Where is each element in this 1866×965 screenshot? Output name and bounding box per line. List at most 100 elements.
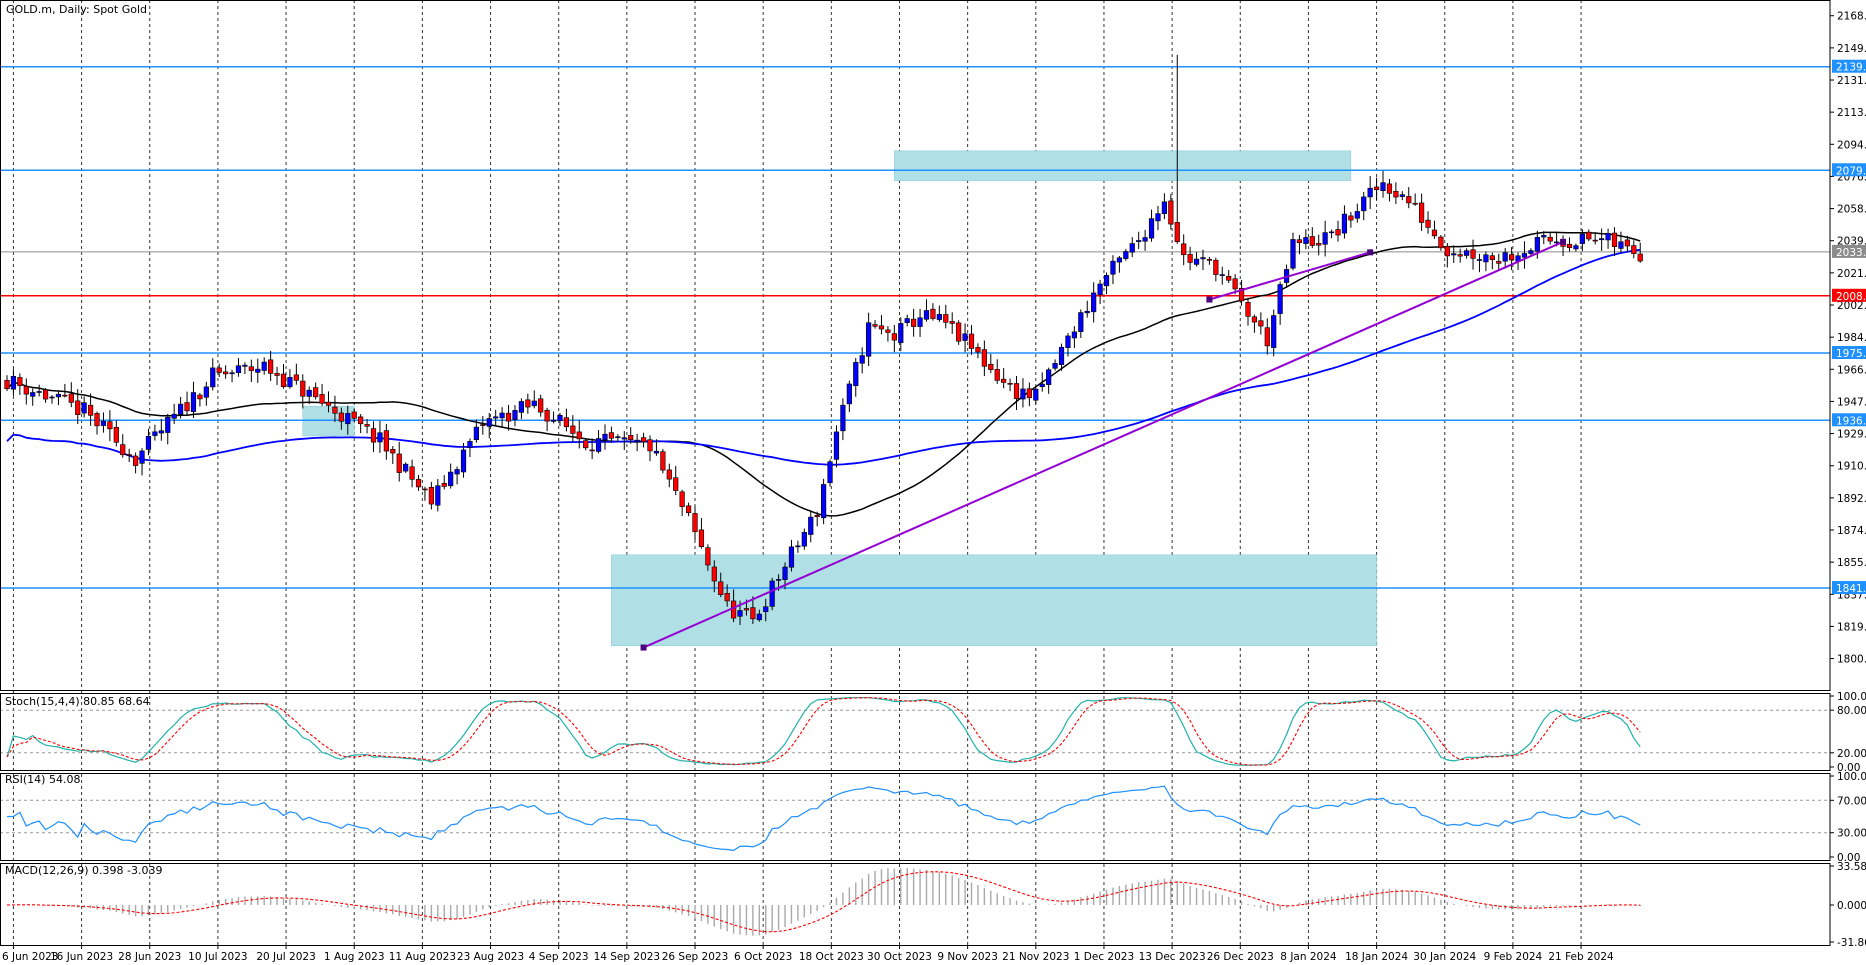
macd-signal-line bbox=[6, 871, 1641, 933]
candle bbox=[981, 340, 987, 377]
candle bbox=[988, 353, 994, 374]
candle bbox=[1039, 372, 1045, 392]
candle bbox=[351, 408, 357, 423]
price-tick-label: 2131.53 bbox=[1837, 75, 1866, 87]
candle bbox=[1181, 234, 1187, 266]
candle bbox=[1425, 211, 1431, 234]
trendline-anchor bbox=[1206, 296, 1213, 303]
candle bbox=[821, 478, 827, 525]
candle bbox=[190, 381, 197, 419]
candle bbox=[1373, 177, 1380, 201]
candle bbox=[216, 363, 222, 378]
candle bbox=[107, 410, 113, 442]
candle bbox=[943, 304, 949, 329]
candle bbox=[975, 343, 981, 359]
candle bbox=[698, 518, 705, 549]
candle bbox=[377, 420, 383, 453]
candle bbox=[332, 395, 338, 422]
candle bbox=[570, 415, 576, 443]
candle bbox=[1078, 309, 1084, 338]
date-tick-label: 20 Jul 2023 bbox=[256, 951, 315, 963]
stochastic-tick-label: 100.00 bbox=[1837, 691, 1866, 703]
candle bbox=[1605, 228, 1611, 249]
candle bbox=[370, 421, 377, 453]
candle bbox=[679, 489, 685, 516]
candle bbox=[576, 420, 582, 449]
candle bbox=[499, 407, 505, 428]
candle bbox=[1354, 203, 1360, 223]
candle bbox=[358, 414, 364, 434]
candle bbox=[486, 412, 492, 439]
rsi-tick-label: 30.00 bbox=[1837, 828, 1866, 840]
candle bbox=[1026, 382, 1032, 407]
candle bbox=[1116, 255, 1122, 273]
candle bbox=[1476, 253, 1483, 273]
candle bbox=[428, 481, 434, 510]
candle bbox=[1483, 251, 1489, 272]
candle bbox=[300, 374, 306, 409]
candle bbox=[1328, 229, 1335, 239]
candle bbox=[165, 413, 171, 445]
candle bbox=[1438, 234, 1444, 251]
candle bbox=[808, 510, 814, 543]
candle bbox=[152, 424, 158, 441]
candle bbox=[1335, 220, 1341, 242]
date-tick-label: 10 Jul 2023 bbox=[188, 951, 247, 963]
candle bbox=[1386, 178, 1393, 202]
price-tick-label: 1984.49 bbox=[1837, 332, 1866, 344]
stochastic-d-line bbox=[6, 697, 1641, 766]
candle bbox=[178, 397, 184, 419]
candle bbox=[692, 506, 698, 541]
candle bbox=[210, 358, 216, 391]
candle bbox=[396, 441, 402, 482]
candle bbox=[1258, 312, 1264, 335]
candle bbox=[403, 462, 409, 473]
level-tag-label: 1936.96 bbox=[1836, 415, 1866, 427]
stochastic-k-line bbox=[6, 696, 1641, 766]
candle bbox=[454, 466, 460, 485]
level-tag-label: 2139.14 bbox=[1836, 62, 1866, 74]
candle bbox=[55, 391, 62, 406]
candle bbox=[1573, 243, 1579, 252]
candle bbox=[49, 395, 55, 404]
rsi-line bbox=[7, 785, 1641, 852]
candle bbox=[628, 427, 634, 444]
level-tag bbox=[1832, 244, 1866, 258]
candle bbox=[345, 405, 351, 435]
date-tick-label: 16 Jun 2023 bbox=[50, 951, 113, 963]
candle bbox=[1052, 359, 1058, 371]
candle bbox=[518, 398, 524, 420]
date-tick-label: 8 Jan 2024 bbox=[1280, 951, 1337, 963]
date-tick-label: 13 Dec 2023 bbox=[1139, 951, 1206, 963]
date-tick-label: 18 Oct 2023 bbox=[799, 951, 864, 963]
candle bbox=[68, 382, 74, 408]
pane-frame bbox=[0, 693, 1831, 771]
candle bbox=[705, 544, 711, 571]
candle bbox=[480, 415, 486, 435]
rsi-label: RSI(14) 54.08 bbox=[5, 773, 80, 786]
candle bbox=[814, 511, 820, 527]
candle bbox=[1541, 231, 1547, 245]
candle bbox=[293, 363, 299, 385]
trendline-anchor bbox=[1367, 249, 1374, 256]
candle bbox=[448, 463, 454, 489]
candle bbox=[801, 528, 807, 550]
candle bbox=[1309, 227, 1315, 249]
candle bbox=[1065, 333, 1071, 357]
candle bbox=[1007, 378, 1013, 392]
candle bbox=[1001, 368, 1007, 389]
candle bbox=[1406, 187, 1412, 209]
level-tag-label: 1841.01 bbox=[1836, 583, 1866, 595]
candle bbox=[1618, 231, 1624, 253]
date-tick-label: 30 Oct 2023 bbox=[867, 951, 932, 963]
date-tick-label: 9 Feb 2024 bbox=[1484, 951, 1543, 963]
candle bbox=[184, 391, 190, 416]
candle bbox=[1444, 242, 1450, 268]
date-tick-label: 23 Aug 2023 bbox=[457, 951, 524, 963]
candle bbox=[878, 315, 885, 335]
level-tag-label: 2008.14 bbox=[1836, 291, 1866, 303]
candle bbox=[473, 419, 479, 443]
candle bbox=[306, 386, 312, 405]
